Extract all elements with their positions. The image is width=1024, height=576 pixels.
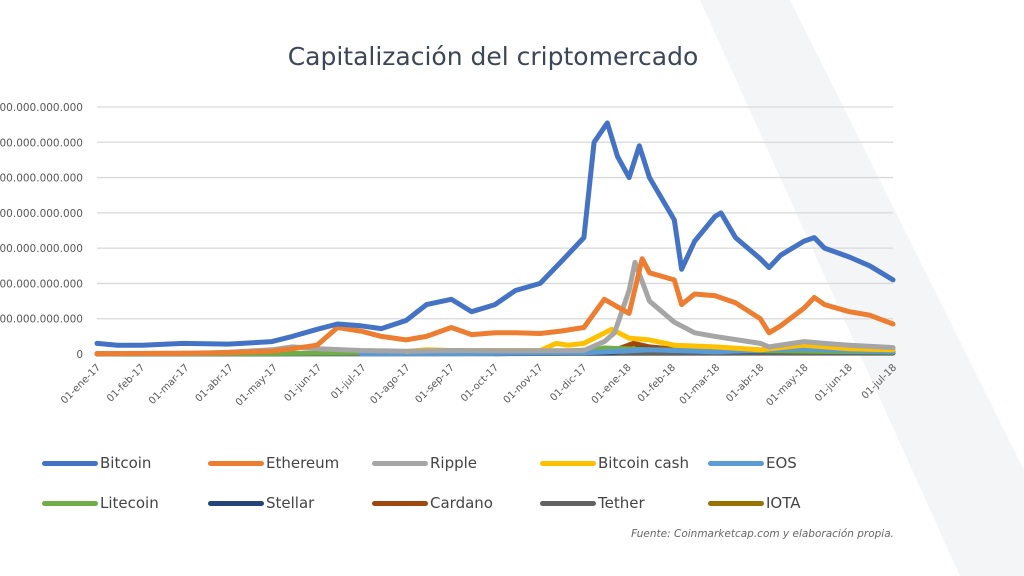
x-tick-label: 01-abr-17 — [194, 362, 236, 404]
legend-swatch — [540, 460, 596, 466]
x-tick-label: 01-feb-17 — [105, 362, 147, 404]
legend-label: IOTA — [766, 494, 801, 512]
y-tick-label: 100.000.000.000 — [0, 314, 83, 326]
legend-swatch — [708, 500, 764, 506]
x-tick-label: 01-oct-17 — [459, 362, 501, 404]
legend-item-tether: Tether — [540, 493, 645, 513]
x-tick-label: 01-abr-18 — [724, 362, 766, 404]
legend-item-iota: IOTA — [708, 493, 801, 513]
legend-swatch — [208, 500, 264, 506]
chart-title: Capitalización del criptomercado — [287, 42, 699, 71]
x-tick-label: 01-jun-18 — [813, 362, 855, 404]
legend-swatch — [208, 460, 264, 466]
legend-item-ethereum: Ethereum — [208, 453, 339, 473]
y-tick-label: 0 — [76, 349, 83, 361]
x-tick-label: 01-sep-17 — [413, 362, 456, 405]
legend-label: Ripple — [430, 454, 478, 472]
series-line-ethereum — [94, 256, 896, 357]
legend-item-litecoin: Litecoin — [42, 493, 159, 513]
x-tick-label: 01-nov-17 — [502, 362, 546, 406]
legend-item-cardano: Cardano — [372, 493, 493, 513]
background-diagonal-band — [700, 0, 1024, 576]
x-tick-label: 01-ene-18 — [590, 362, 634, 406]
x-tick-label: 01-may-17 — [234, 362, 280, 408]
legend-swatch — [708, 460, 764, 466]
y-tick-label: 700.000.000.000 — [0, 102, 83, 114]
legend-label: Bitcoin cash — [598, 454, 689, 472]
series-line-ripple — [94, 259, 896, 357]
legend-swatch — [372, 460, 428, 466]
legend-item-bitcoin-cash: Bitcoin cash — [540, 453, 689, 473]
x-tick-label: 01-ene-17 — [59, 362, 103, 406]
x-tick-label: 01-may-18 — [765, 362, 811, 408]
source-note: Fuente: Coinmarketcap.com y elaboración … — [631, 528, 894, 540]
legend-swatch — [372, 500, 428, 506]
x-tick-label: 01-jun-17 — [282, 362, 324, 404]
y-tick-label: 500.000.000.000 — [0, 173, 83, 185]
legend-label: Ethereum — [266, 454, 340, 472]
legend-label: Tether — [598, 494, 645, 512]
x-tick-label: 01-ago-17 — [369, 362, 413, 406]
series-line-bitcoin — [94, 120, 896, 348]
grid-lines — [97, 106, 893, 320]
legend-item-eos: EOS — [708, 453, 797, 473]
legend-swatch — [42, 500, 98, 506]
y-tick-label: 200.000.000.000 — [0, 278, 83, 290]
x-tick-label: 01-mar-17 — [147, 362, 192, 407]
y-tick-label: 300.000.000.000 — [0, 243, 83, 255]
legend-label: Stellar — [266, 494, 315, 512]
legend-label: EOS — [766, 454, 797, 472]
legend-swatch — [540, 500, 596, 506]
y-axis-ticks: 0 100.000.000.000 200.000.000.000 300.000.0… — [0, 102, 83, 361]
legend-item-bitcoin: Bitcoin — [42, 453, 151, 473]
y-tick-label: 400.000.000.000 — [0, 208, 83, 220]
series-lines — [94, 120, 896, 357]
legend-item-ripple: Ripple — [372, 453, 477, 473]
legend-label: Bitcoin — [100, 454, 152, 472]
x-axis-ticks: 01-ene-17 01-feb-17 01-mar-17 01-abr-1701-m… — [59, 362, 899, 408]
x-tick-label: 01-jul-17 — [329, 362, 368, 401]
legend-swatch — [42, 460, 98, 466]
legend-item-stellar: Stellar — [208, 493, 314, 513]
x-tick-label: 01-mar-18 — [678, 362, 723, 407]
x-tick-label: 01-feb-18 — [636, 362, 678, 404]
legend-label: Cardano — [430, 494, 493, 512]
legend-label: Litecoin — [100, 494, 159, 512]
y-tick-label: 600.000.000.000 — [0, 137, 83, 149]
x-tick-label: 01-dic-17 — [548, 362, 589, 403]
